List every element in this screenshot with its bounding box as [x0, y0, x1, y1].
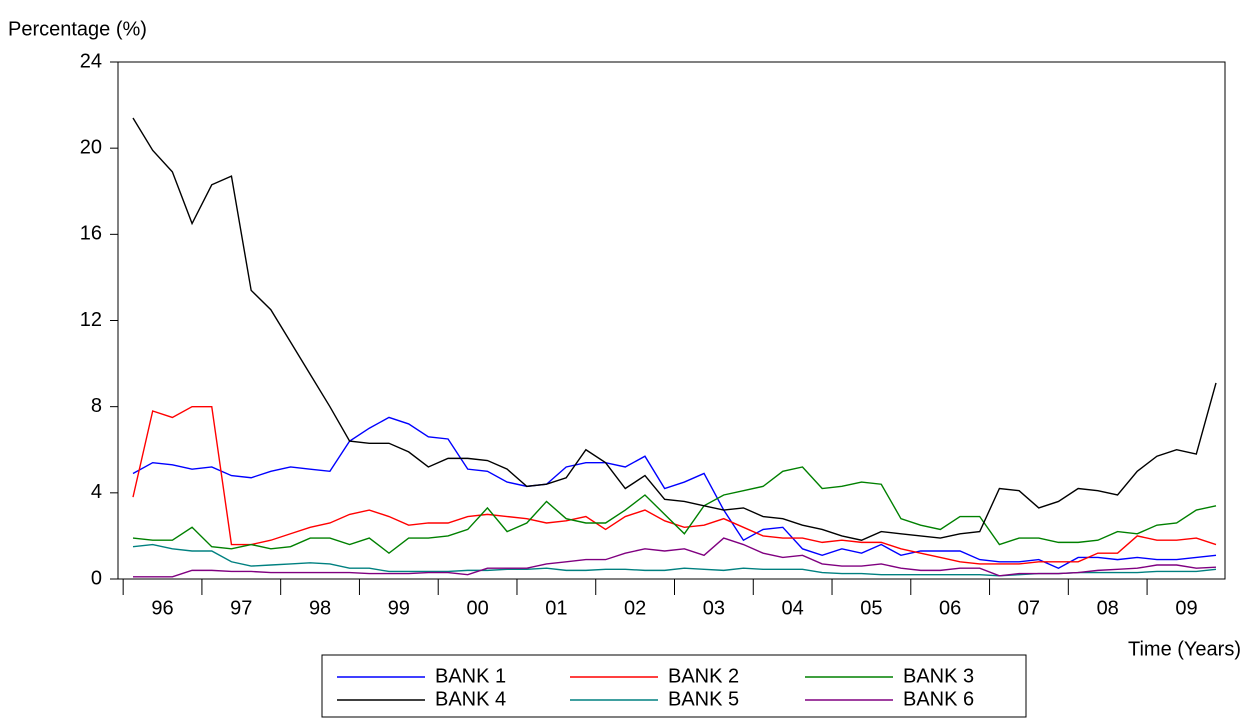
x-tick-label: 09: [1175, 597, 1197, 619]
x-tick-label: 08: [1097, 597, 1119, 619]
legend-label: BANK 3: [903, 665, 974, 687]
x-tick-label: 06: [939, 597, 961, 619]
x-tick-label: 97: [230, 597, 252, 619]
legend-label: BANK 2: [668, 665, 739, 687]
legend-label: BANK 6: [903, 688, 974, 710]
legend-label: BANK 1: [435, 665, 506, 687]
x-tick-label: 98: [309, 597, 331, 619]
x-tick-label: 07: [1018, 597, 1040, 619]
legend-label: BANK 5: [668, 688, 739, 710]
x-tick-label: 04: [782, 597, 804, 619]
series-line: [132, 117, 1217, 541]
series-line: [133, 537, 1217, 578]
x-tick-label: 02: [624, 597, 646, 619]
x-tick-label: 05: [860, 597, 882, 619]
x-tick-label: 00: [466, 597, 488, 619]
y-axis-label: Percentage (%): [8, 18, 147, 40]
legend-label: BANK 4: [435, 688, 506, 710]
y-tick-label: 16: [80, 223, 102, 245]
x-tick-label: 03: [703, 597, 725, 619]
legend-frame: [321, 654, 1027, 718]
y-tick-label: 24: [80, 50, 102, 72]
y-tick-label: 8: [91, 395, 102, 417]
x-tick-label: 96: [151, 597, 173, 619]
y-tick-label: 4: [91, 481, 102, 503]
y-tick-label: 0: [91, 567, 102, 589]
x-tick-label: 01: [545, 597, 567, 619]
x-axis-label: Time (Years): [1128, 638, 1241, 660]
y-tick-label: 20: [80, 136, 102, 158]
y-tick-label: 12: [80, 309, 102, 331]
series-line: [132, 416, 1217, 570]
x-tick-label: 99: [388, 597, 410, 619]
series-line: [132, 466, 1217, 555]
